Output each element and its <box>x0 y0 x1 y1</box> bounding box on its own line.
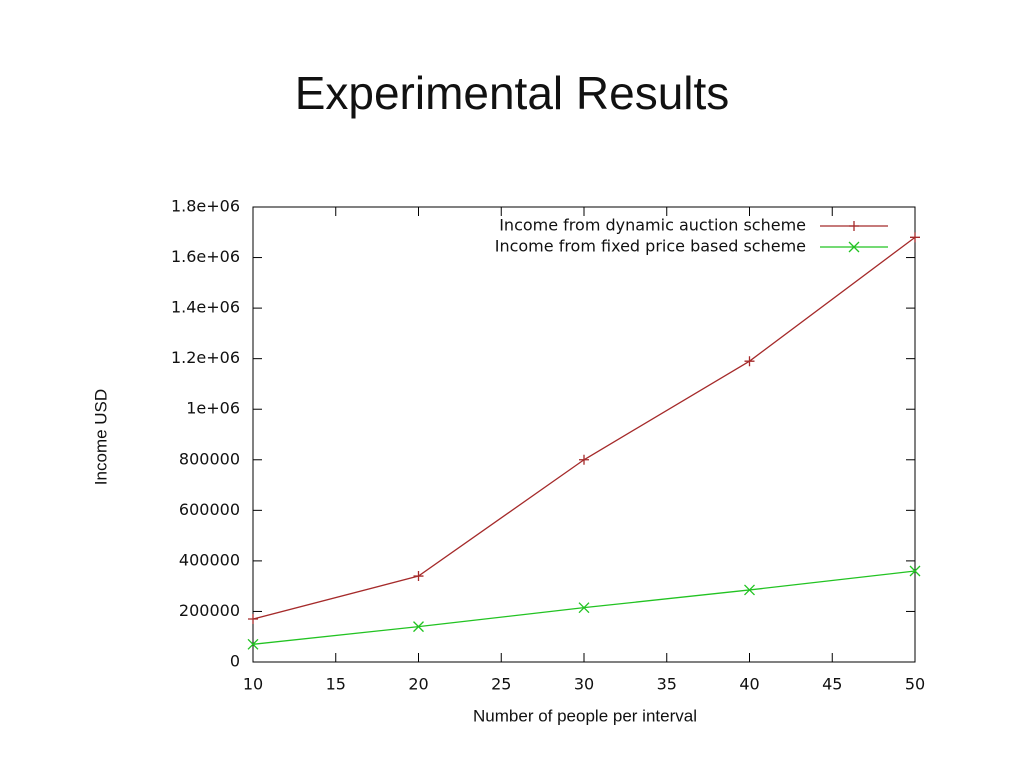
point-marker <box>744 356 755 367</box>
y-tick-label: 1.2e+06 <box>171 348 240 367</box>
x-tick-label: 40 <box>739 675 759 694</box>
y-tick-label: 600000 <box>179 500 240 519</box>
y-tick-label: 1.6e+06 <box>171 247 240 266</box>
x-tick-label: 20 <box>408 675 428 694</box>
x-tick-label: 35 <box>657 675 677 694</box>
x-tick-label: 15 <box>326 675 346 694</box>
y-tick-label: 400000 <box>179 550 240 569</box>
legend-label: Income from dynamic auction scheme <box>499 216 806 235</box>
point-marker <box>910 232 920 243</box>
y-axis-label: Income USD <box>91 389 110 485</box>
y-tick-label: 800000 <box>179 449 240 468</box>
point-marker <box>579 454 589 465</box>
point-marker <box>413 571 424 582</box>
point-marker <box>413 621 424 633</box>
point-marker <box>248 614 258 625</box>
x-tick-label: 10 <box>243 675 263 694</box>
slide-title: Experimental Results <box>295 67 730 119</box>
y-tick-label: 1e+06 <box>186 399 240 418</box>
y-tick-label: 1.8e+06 <box>171 197 240 216</box>
point-marker <box>578 602 590 614</box>
series-line <box>252 236 916 620</box>
x-tick-label: 25 <box>491 675 511 694</box>
y-tick-label: 0 <box>230 652 240 671</box>
legend-marker <box>848 241 860 253</box>
point-marker <box>744 584 755 596</box>
point-marker <box>247 638 259 650</box>
point-marker <box>909 565 921 577</box>
legend-label: Income from fixed price based scheme <box>495 237 806 256</box>
legend-marker <box>849 221 859 231</box>
x-tick-label: 30 <box>574 675 594 694</box>
x-tick-label: 45 <box>822 675 842 694</box>
x-tick-label: 50 <box>905 675 925 694</box>
x-axis-label: Number of people per interval <box>473 706 697 725</box>
y-tick-label: 1.4e+06 <box>171 298 240 317</box>
y-tick-label: 200000 <box>179 601 240 620</box>
